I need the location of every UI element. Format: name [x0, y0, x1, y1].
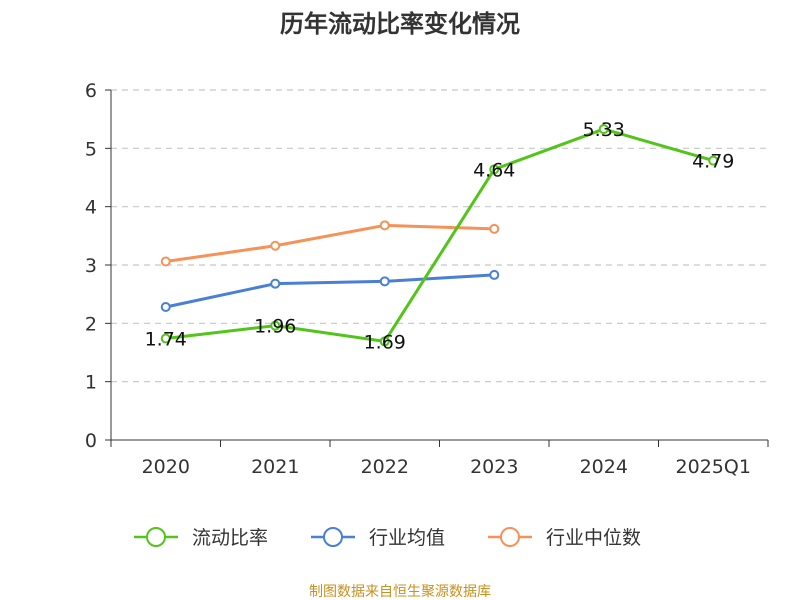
grid: [111, 89, 768, 383]
data-point-2-0[interactable]: [160, 256, 171, 267]
legend[interactable]: 流动比率 行业均值 行业中位数: [134, 527, 641, 549]
legend-item-2[interactable]: 行业中位数: [488, 527, 641, 549]
y-tick-label: 2: [85, 313, 97, 335]
x-tick-label: 2021: [251, 456, 299, 478]
x-tick-label: 2023: [470, 456, 518, 478]
data-point-0-0[interactable]: [160, 333, 171, 344]
series-line-2: [164, 223, 496, 263]
legend-circle-marker: [323, 527, 343, 547]
data-label: 1.69: [364, 331, 406, 353]
legend-label: 流动比率: [192, 527, 268, 549]
y-tick-label: 0: [85, 430, 97, 452]
legend-circle-marker: [500, 527, 520, 547]
chart-title: 历年流动比率变化情况: [280, 10, 520, 38]
x-tick-label: 2024: [580, 456, 628, 478]
legend-label: 行业均值: [369, 527, 445, 549]
y-tick-label: 5: [85, 138, 97, 160]
data-label: 1.74: [145, 329, 187, 351]
source-note: 制图数据来自恒生聚源数据库: [309, 584, 491, 600]
series-line-1: [164, 273, 496, 309]
data-labels: 1.74 1.96 1.69 4.64 5.33 4.79: [145, 119, 735, 353]
legend-label: 行业中位数: [546, 527, 641, 549]
data-point-1-2[interactable]: [379, 276, 390, 287]
y-tick-label: 4: [85, 197, 97, 219]
data-point-0-5[interactable]: [708, 155, 719, 166]
legend-item-1[interactable]: 行业均值: [311, 527, 445, 549]
legend-circle-marker: [146, 527, 166, 547]
data-point-2-1[interactable]: [270, 240, 281, 251]
series-layer: [160, 124, 719, 347]
data-point-1-1[interactable]: [270, 278, 281, 289]
x-tick-label: 2022: [361, 456, 409, 478]
x-tick-label: 2020: [142, 456, 190, 478]
data-point-1-3[interactable]: [489, 269, 500, 280]
data-point-2-3[interactable]: [489, 223, 500, 234]
y-tick-label: 3: [85, 255, 97, 277]
axes: 0 1 2 3 4 5 6 2020 2021 2022 2023 2024 2025Q1: [85, 80, 769, 478]
x-tick-label: 2025Q1: [676, 456, 751, 478]
data-label: 1.96: [254, 316, 296, 338]
legend-item-0[interactable]: 流动比率: [134, 527, 268, 549]
series-line-0: [164, 127, 715, 343]
y-tick-label: 1: [85, 372, 97, 394]
data-label: 4.64: [473, 159, 515, 181]
data-point-0-4[interactable]: [598, 124, 609, 135]
data-point-2-2[interactable]: [379, 220, 390, 231]
data-label: 5.33: [583, 119, 625, 141]
data-label: 4.79: [692, 151, 734, 173]
data-point-0-1[interactable]: [270, 320, 281, 331]
data-point-0-3[interactable]: [489, 164, 500, 175]
data-point-0-2[interactable]: [379, 336, 390, 347]
data-point-1-0[interactable]: [160, 302, 171, 312]
y-tick-label: 6: [85, 80, 97, 102]
